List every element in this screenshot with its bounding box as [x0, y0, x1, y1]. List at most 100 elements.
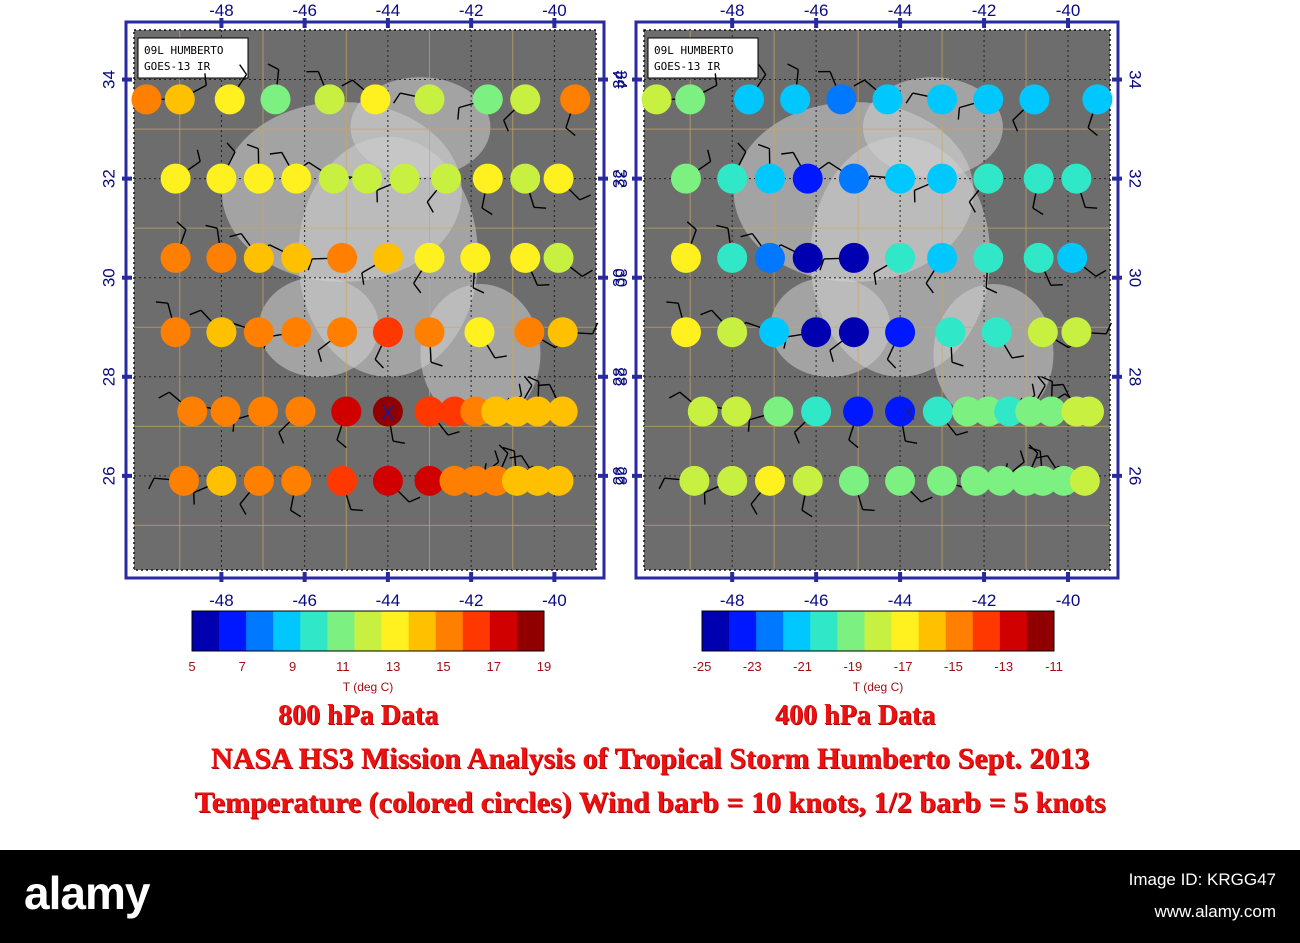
colorbar-segment	[918, 611, 947, 651]
wind-barb-flag	[716, 224, 729, 229]
temperature-circle	[281, 465, 312, 496]
wind-barb-flag	[921, 496, 933, 503]
temperature-circle	[439, 465, 470, 496]
wind-barb-flag	[581, 269, 593, 277]
colorbar-segment	[945, 611, 974, 651]
lon-tick-mark	[730, 572, 735, 582]
colorbar-border	[701, 610, 1055, 652]
colorbar-border	[191, 610, 545, 652]
wind-barb-flag	[158, 391, 170, 399]
lat-tick-mark	[1112, 176, 1122, 181]
legend-text: Temperature (colored circles) Wind barb …	[194, 786, 1106, 819]
lat-tick-mark	[598, 374, 608, 379]
wind-barb-flag	[205, 224, 218, 229]
wind-barb-flag	[1105, 322, 1112, 335]
lat-tick-label-left: 26	[99, 466, 118, 485]
wind-barb-flag	[317, 350, 323, 362]
wind-barb-flag	[862, 508, 875, 512]
temperature-circle	[510, 242, 541, 273]
lat-tick-mark	[598, 77, 608, 82]
temperature-circle	[1061, 317, 1092, 348]
lon-tick-label-bottom: -44	[888, 591, 913, 610]
temperature-circle	[922, 396, 953, 427]
lon-tick-label-top: -44	[376, 1, 401, 20]
lon-tick-mark	[1066, 18, 1071, 28]
temperature-circle	[314, 84, 345, 115]
colorbar-segment	[489, 611, 518, 651]
lat-tick-label-left: 30	[609, 268, 628, 287]
wind-barb-flag	[148, 477, 155, 490]
temperature-circle	[352, 163, 383, 194]
temperature-circle	[160, 317, 191, 348]
temperature-circle	[792, 465, 823, 496]
image-id-block: Image ID: KRGG47 www.alamy.com	[1129, 864, 1276, 928]
map-panel-right: 09L HUMBERTO GOES-13 IR -48 -48 -46 -46 -44 -44…	[609, 1, 1144, 694]
lat-tick-mark	[632, 473, 642, 478]
lat-tick-label-left: 28	[609, 367, 628, 386]
lon-tick-label-top: -42	[972, 1, 997, 20]
temperature-circle	[1061, 163, 1092, 194]
colorbar-segment	[462, 611, 491, 651]
temperature-circle	[670, 317, 701, 348]
temperature-circle	[243, 242, 274, 273]
temperature-circle	[1023, 242, 1054, 273]
lon-tick-mark	[385, 572, 390, 582]
temperature-circle	[501, 465, 532, 496]
temperature-circle	[177, 396, 208, 427]
temperature-circle	[522, 396, 553, 427]
temperature-circle	[935, 317, 966, 348]
wind-barb-flag	[787, 63, 799, 71]
wind-barb-flag	[886, 358, 897, 369]
temperature-circle	[260, 84, 291, 115]
temperature-circle	[1036, 396, 1067, 427]
colorbar-segment	[837, 611, 865, 651]
wind-barb-flag	[1050, 284, 1063, 286]
temperature-circle	[522, 465, 553, 496]
temperature-circle	[780, 84, 811, 115]
wind-barb-flag	[430, 361, 443, 367]
temperature-circle	[754, 163, 785, 194]
wind-barb-flag	[707, 149, 712, 162]
colorbar-tick-label: -15	[944, 659, 963, 674]
lon-tick-label-top: -46	[804, 1, 829, 20]
lon-tick-mark	[1066, 572, 1071, 582]
temperature-circle	[801, 396, 832, 427]
wind-barb-flag	[290, 509, 302, 518]
watermark-footer: alamy Image ID: KRGG47 www.alamy.com	[0, 850, 1300, 943]
wind-barb-flag	[1035, 454, 1048, 459]
lon-tick-label-top: -44	[888, 1, 913, 20]
temperature-circle	[547, 396, 578, 427]
colorbar-tick-label: -17	[894, 659, 913, 674]
lat-tick-label-left: 30	[99, 268, 118, 287]
wind-barb-flag	[155, 301, 168, 304]
colorbar-segment	[435, 611, 464, 651]
colorbar-segment	[1026, 611, 1055, 651]
lon-tick-mark	[219, 572, 224, 582]
temperature-circle	[472, 84, 503, 115]
temperature-circle	[414, 84, 445, 115]
colorbar-segment	[327, 611, 355, 651]
lon-tick-label-top: -48	[209, 1, 234, 20]
lon-tick-label-top: -40	[542, 1, 567, 20]
wind-barb-flag	[447, 430, 460, 436]
storm-center-marker: X	[381, 402, 394, 424]
colorbar-segment	[219, 611, 247, 651]
temperature-circle	[214, 84, 245, 115]
lon-tick-mark	[982, 572, 987, 582]
colorbar-tick-label: 17	[486, 659, 500, 674]
temperature-circle	[160, 163, 191, 194]
panel-left-caption: 800 hPa Data	[278, 700, 439, 731]
lon-tick-mark	[552, 18, 557, 28]
temperature-circle	[973, 163, 1004, 194]
wind-barb-flag	[819, 258, 825, 271]
temperature-circle	[243, 465, 274, 496]
colorbar-segment	[972, 611, 1001, 651]
temperature-circle	[248, 396, 279, 427]
colorbar-tick-label: 5	[188, 659, 195, 674]
wind-barb-flag	[592, 322, 599, 335]
wind-barb-flag	[426, 201, 434, 213]
colorbar-segment	[516, 611, 545, 651]
wind-barb-flag	[951, 361, 964, 367]
temperature-circle	[206, 242, 237, 273]
wind-barb-flag	[457, 107, 460, 120]
